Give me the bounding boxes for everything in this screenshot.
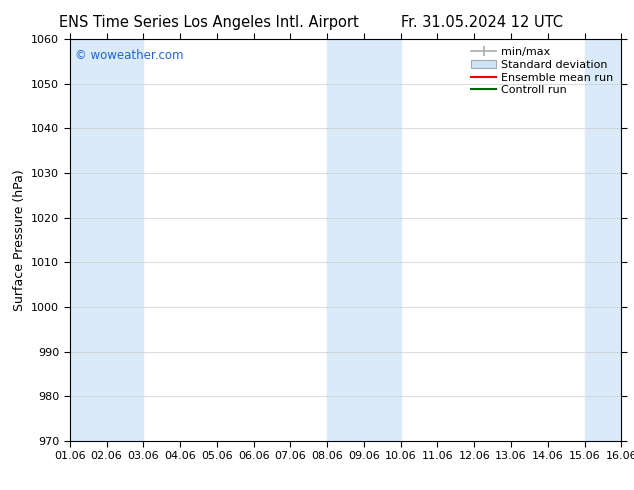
Legend: min/max, Standard deviation, Ensemble mean run, Controll run: min/max, Standard deviation, Ensemble me…: [467, 43, 618, 100]
Bar: [364, 39, 401, 441]
Bar: [107, 39, 143, 441]
Bar: [327, 39, 364, 441]
Bar: [70, 39, 107, 441]
Y-axis label: Surface Pressure (hPa): Surface Pressure (hPa): [13, 169, 25, 311]
Text: ENS Time Series Los Angeles Intl. Airport: ENS Time Series Los Angeles Intl. Airpor…: [60, 15, 359, 30]
Text: © woweather.com: © woweather.com: [75, 49, 184, 62]
Text: Fr. 31.05.2024 12 UTC: Fr. 31.05.2024 12 UTC: [401, 15, 563, 30]
Bar: [585, 39, 621, 441]
